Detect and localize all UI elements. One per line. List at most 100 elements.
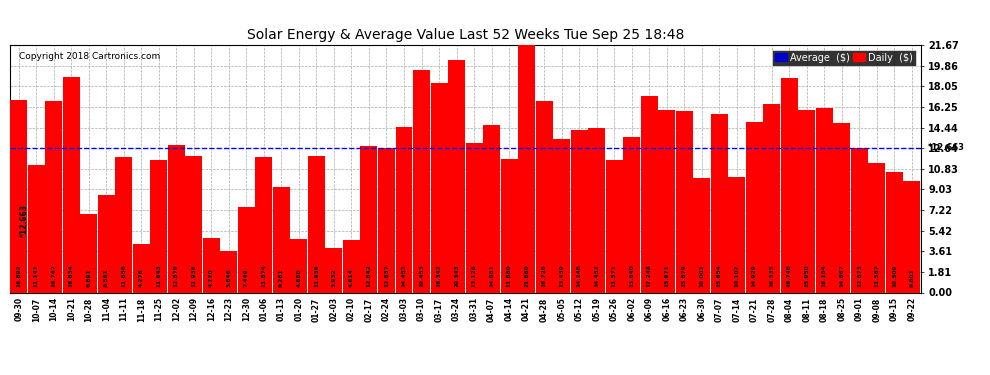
Bar	[326, 248, 343, 292]
Bar	[203, 238, 220, 292]
Bar	[98, 195, 115, 292]
Text: 4.276: 4.276	[139, 268, 144, 287]
Text: 14.248: 14.248	[576, 264, 582, 287]
Bar	[238, 207, 254, 292]
Text: 16.892: 16.892	[16, 264, 21, 287]
Bar	[606, 160, 623, 292]
Text: 15.879: 15.879	[682, 264, 687, 287]
Bar	[221, 251, 238, 292]
Text: 20.343: 20.343	[454, 264, 459, 287]
Text: 11.367: 11.367	[874, 264, 879, 287]
Text: 10.107: 10.107	[735, 264, 740, 287]
Text: 7.449: 7.449	[244, 268, 248, 287]
Text: 4.770: 4.770	[209, 268, 214, 287]
Bar	[80, 214, 97, 292]
Bar	[273, 187, 290, 292]
Text: 17.248: 17.248	[646, 264, 651, 287]
Bar	[641, 96, 657, 292]
Bar	[167, 146, 185, 292]
Text: 10.003: 10.003	[699, 264, 704, 287]
Bar	[834, 123, 850, 292]
Text: 4.660: 4.660	[296, 268, 301, 287]
Text: 13.439: 13.439	[559, 264, 564, 287]
Bar	[150, 159, 167, 292]
Bar	[553, 139, 570, 292]
Text: 13.640: 13.640	[630, 264, 635, 287]
Bar	[763, 104, 780, 292]
Bar	[308, 156, 325, 292]
Text: 11.141: 11.141	[34, 264, 39, 287]
Text: 11.938: 11.938	[191, 264, 196, 287]
Bar	[413, 70, 430, 292]
Text: 12.842: 12.842	[366, 264, 371, 287]
Text: 11.660: 11.660	[507, 264, 512, 287]
Bar	[115, 157, 133, 292]
Text: 9.261: 9.261	[279, 268, 284, 287]
Text: 9.803: 9.803	[910, 268, 915, 287]
Text: 18.748: 18.748	[787, 264, 792, 287]
Text: 11.643: 11.643	[156, 264, 161, 287]
Text: 14.681: 14.681	[489, 264, 494, 287]
Bar	[850, 148, 868, 292]
Text: 11.874: 11.874	[261, 264, 266, 287]
Text: 11.571: 11.571	[612, 264, 617, 287]
Bar	[588, 128, 605, 292]
Text: 12.879: 12.879	[174, 264, 179, 287]
Bar	[395, 128, 413, 292]
Bar	[658, 110, 675, 292]
Bar	[28, 165, 45, 292]
Bar	[570, 130, 588, 292]
Text: 11.856: 11.856	[121, 264, 127, 287]
Bar	[798, 110, 816, 292]
Text: 14.432: 14.432	[594, 264, 599, 287]
Bar	[729, 177, 745, 292]
Text: 4.614: 4.614	[348, 268, 354, 287]
Text: 18.342: 18.342	[437, 264, 442, 287]
Bar	[781, 78, 798, 292]
Bar	[868, 163, 885, 292]
Text: 15.654: 15.654	[717, 264, 722, 287]
Text: 16.535: 16.535	[769, 264, 774, 287]
Bar	[483, 125, 500, 292]
Text: 10.509: 10.509	[892, 264, 897, 287]
Text: 11.936: 11.936	[314, 264, 319, 287]
Text: 8.561: 8.561	[104, 268, 109, 287]
Bar	[431, 83, 447, 292]
Text: *12.663: *12.663	[928, 143, 964, 152]
Text: 16.184: 16.184	[822, 264, 827, 287]
Text: 15.971: 15.971	[664, 264, 669, 287]
Title: Solar Energy & Average Value Last 52 Weeks Tue Sep 25 18:48: Solar Energy & Average Value Last 52 Wee…	[247, 28, 684, 42]
Text: 13.128: 13.128	[471, 264, 476, 287]
Bar	[360, 146, 377, 292]
Text: 12.673: 12.673	[857, 264, 862, 287]
Text: 6.891: 6.891	[86, 268, 91, 287]
Bar	[745, 122, 763, 292]
Bar	[46, 101, 62, 292]
Text: 15.950: 15.950	[804, 264, 810, 287]
Bar	[343, 240, 360, 292]
Bar	[623, 137, 641, 292]
Text: 16.747: 16.747	[51, 264, 56, 287]
Text: 14.929: 14.929	[751, 264, 756, 287]
Text: 3.646: 3.646	[227, 268, 232, 287]
Text: *12.663: *12.663	[20, 204, 29, 237]
Bar	[448, 60, 465, 292]
Bar	[133, 244, 149, 292]
Bar	[290, 239, 308, 292]
Bar	[518, 45, 536, 292]
Bar	[904, 180, 921, 292]
Text: 14.452: 14.452	[402, 264, 407, 287]
Text: 3.932: 3.932	[332, 268, 337, 287]
Text: 16.728: 16.728	[542, 264, 546, 287]
Bar	[185, 156, 202, 292]
Bar	[378, 148, 395, 292]
Bar	[711, 114, 728, 292]
Legend: Average  ($), Daily  ($): Average ($), Daily ($)	[772, 50, 916, 66]
Text: 21.660: 21.660	[524, 264, 529, 287]
Bar	[676, 111, 693, 292]
Bar	[816, 108, 833, 292]
Bar	[886, 172, 903, 292]
Text: 19.453: 19.453	[419, 264, 424, 287]
Bar	[255, 157, 272, 292]
Bar	[62, 77, 80, 292]
